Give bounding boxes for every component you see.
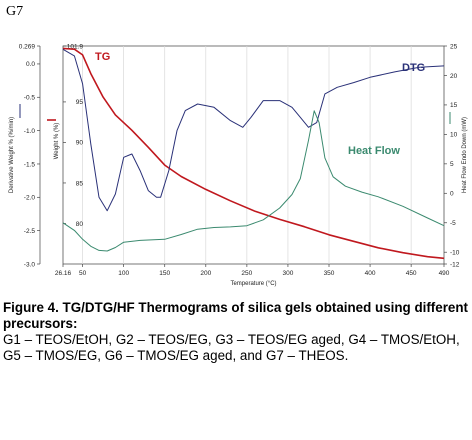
x-tick-label: 250 [241, 270, 252, 277]
derivative-tick-label: -2.5 [24, 228, 36, 235]
plot-frame [62, 45, 445, 265]
x-tick-label: 300 [283, 270, 294, 277]
derivative-tick-label: 0.0 [26, 61, 35, 68]
heat-flow-tick-label: 10 [450, 132, 458, 139]
x-tick-label: 450 [406, 270, 417, 277]
thermogram-chart: 0.269 0.0 -0.5 -1.0 -1.5 -2.0 -2.5 -3.0 Derivati… [9, 43, 468, 287]
figure-caption: Figure 4. TG/DTG/HF Thermograms of silic… [3, 300, 469, 364]
weight-tick-label: 101.9 [67, 43, 84, 50]
derivative-tick-label: -0.5 [24, 95, 36, 102]
x-tick-label: 26.16 [55, 270, 72, 277]
derivative-tick-label: -3.0 [24, 261, 36, 268]
x-tick-label: 400 [365, 270, 376, 277]
series-annotations: TG DTG Heat Flow [95, 51, 425, 157]
x-tick-label: 50 [79, 270, 87, 277]
panel-label: G7 [6, 4, 24, 19]
heat-flow-tick-label: 20 [450, 73, 458, 80]
annotation-dtg: DTG [402, 62, 425, 74]
heat-flow-tick-label: 15 [450, 102, 458, 109]
derivative-tick-label: -2.0 [24, 195, 36, 202]
x-tick-label: 100 [118, 270, 129, 277]
x-axis-label: Temperature (°C) [230, 281, 276, 287]
derivative-axis-label: Derivative Weight % (%/min) [9, 117, 15, 193]
heat-flow-tick-label: -5 [450, 220, 456, 227]
weight-axis-label: Weight % (%) [54, 123, 60, 160]
weight-tick-label: 90 [76, 140, 84, 147]
x-tick-label: 490 [439, 270, 450, 277]
annotation-tg: TG [95, 51, 110, 63]
axis-legend-marks [19, 104, 451, 124]
weight-tick-label: 95 [76, 99, 84, 106]
caption-body: G1 – TEOS/EtOH, G2 – TEOS/EG, G3 – TEOS/… [3, 332, 460, 363]
series-line-heat-flow [62, 110, 445, 252]
weight-axis: 101.9 95 90 85 80 Weight % (%) [54, 43, 83, 227]
annotation-heat-flow: Heat Flow [348, 145, 400, 157]
heat-flow-tick-label: -10 [450, 250, 460, 257]
temperature-axis: 26.16 50 100 150 200 250 300 350 400 450 490 Temper… [55, 264, 450, 287]
series-line-dtg [62, 48, 445, 212]
heat-flow-tick-label: 5 [450, 161, 454, 168]
derivative-tick-label: -1.5 [24, 161, 36, 168]
heat-flow-axis-label: Heat Flow Endo Down (mW) [462, 117, 468, 193]
heat-flow-tick-label: -12 [450, 261, 460, 268]
derivative-tick-label: 0.269 [19, 43, 36, 50]
derivative-axis: 0.269 0.0 -0.5 -1.0 -1.5 -2.0 -2.5 -3.0 Derivati… [9, 43, 41, 268]
series-lines [62, 47, 445, 260]
x-tick-label: 200 [200, 270, 211, 277]
heat-flow-axis: 25 20 15 10 5 0 -5 -10 -12 Heat Flow Endo Down (m… [444, 43, 468, 268]
heat-flow-tick-label: 0 [450, 191, 454, 198]
caption-head: Figure 4. TG/DTG/HF Thermograms of silic… [3, 300, 469, 331]
derivative-tick-label: -1.0 [24, 128, 36, 135]
series-line-tg [62, 47, 445, 260]
heat-flow-tick-label: 25 [450, 43, 458, 50]
x-tick-label: 150 [159, 270, 170, 277]
weight-tick-label: 80 [76, 221, 84, 228]
weight-tick-label: 85 [76, 180, 84, 187]
x-tick-label: 350 [324, 270, 335, 277]
plot-border [62, 45, 445, 265]
